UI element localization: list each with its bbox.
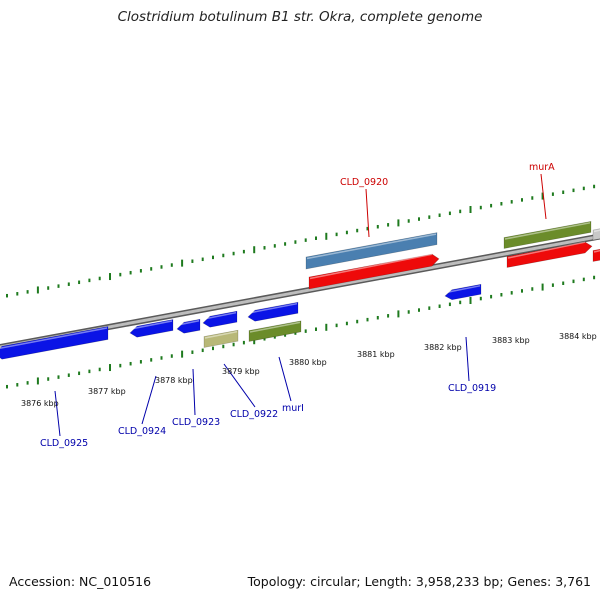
gene-murI-reverse <box>247 301 299 322</box>
gene-CLD_0922 <box>202 310 238 328</box>
gene-CLD_0919 <box>444 283 482 301</box>
gene-next-highlight <box>593 229 600 233</box>
gene-CLD_0925 <box>0 326 109 360</box>
leader-line-murI <box>278 356 292 402</box>
gene-murA <box>503 220 592 249</box>
gene-CLD_0920-forward <box>308 253 440 290</box>
gene-CLD_0924 <box>129 319 174 338</box>
scale-label: 3877 kbp <box>88 387 126 396</box>
accession-text: Accession: NC_010516 <box>9 574 152 589</box>
map-title: Clostridium botulinum B1 str. Okra, comp… <box>117 9 483 25</box>
scale-label: 3882 kbp <box>424 343 462 352</box>
feature-track <box>0 220 600 360</box>
scale-label: 3878 kbp <box>155 376 193 385</box>
gene-CLD_0922-alt-highlight <box>204 330 238 339</box>
leader-line-CLD_0920 <box>365 188 370 238</box>
gene-next-forward-highlight <box>593 249 600 253</box>
gene-murI-alt <box>248 320 302 342</box>
gene-CLD_0923-highlight <box>177 319 200 326</box>
gene-label-CLD_0922: CLD_0922 <box>230 409 278 420</box>
gene-label-CLD_0923: CLD_0923 <box>172 417 220 428</box>
gene-murI-reverse-highlight <box>248 302 298 314</box>
gene-label-murA: murA <box>529 162 555 173</box>
gene-murA-highlight <box>504 222 591 240</box>
gene-CLD_0924-highlight <box>130 320 173 330</box>
scale-label: 3883 kbp <box>492 336 530 345</box>
gene-label-murI: murI <box>282 403 304 414</box>
gene-label-CLD_0920: CLD_0920 <box>340 177 388 188</box>
scale-label: 3876 kbp <box>21 399 59 408</box>
gene-CLD_0919-highlight <box>445 285 481 294</box>
scale-label: 3880 kbp <box>289 358 327 367</box>
gene-CLD_0922-highlight <box>203 311 237 320</box>
gene-label-CLD_0919: CLD_0919 <box>448 383 496 394</box>
leader-line-CLD_0919 <box>465 336 470 382</box>
leader-line-CLD_0922 <box>223 363 256 408</box>
scale-label: 3884 kbp <box>559 332 597 341</box>
gene-next <box>592 228 600 241</box>
scale-label: 3879 kbp <box>222 367 260 376</box>
gene-CLD_0920-highlight <box>306 233 437 260</box>
gene-CLD_0920-forward-highlight <box>309 253 433 280</box>
gene-label-CLD_0925: CLD_0925 <box>40 438 88 449</box>
inner-tick-track <box>6 275 596 389</box>
leader-line-CLD_0924 <box>141 375 157 425</box>
gene-murA-forward <box>506 241 593 268</box>
outer-tick-track <box>6 184 596 298</box>
genome-summary-text: Topology: circular; Length: 3,958,233 bp… <box>247 574 591 589</box>
gene-next-forward <box>592 248 600 262</box>
gene-label-CLD_0924: CLD_0924 <box>118 426 166 437</box>
gene-CLD_0925-highlight <box>0 327 108 350</box>
leader-line-CLD_0925 <box>54 390 61 437</box>
leader-line-CLD_0923 <box>192 368 196 416</box>
gene-CLD_0920 <box>305 232 438 270</box>
gene-CLD_0922-alt <box>203 329 239 348</box>
gene-labels: CLD_0920 murA CLD_0925 CLD_0924 CLD_0923 CLD_… <box>40 162 555 449</box>
scale-labels: 3876 kbp 3877 kbp 3878 kbp 3879 kbp 3880 kbp… <box>21 332 597 408</box>
gene-CLD_0923 <box>176 318 201 334</box>
scale-label: 3881 kbp <box>357 350 395 359</box>
leader-line-murA <box>540 173 547 220</box>
gene-murA-forward-highlight <box>507 241 586 259</box>
gene-murI-alt-highlight <box>249 321 301 333</box>
